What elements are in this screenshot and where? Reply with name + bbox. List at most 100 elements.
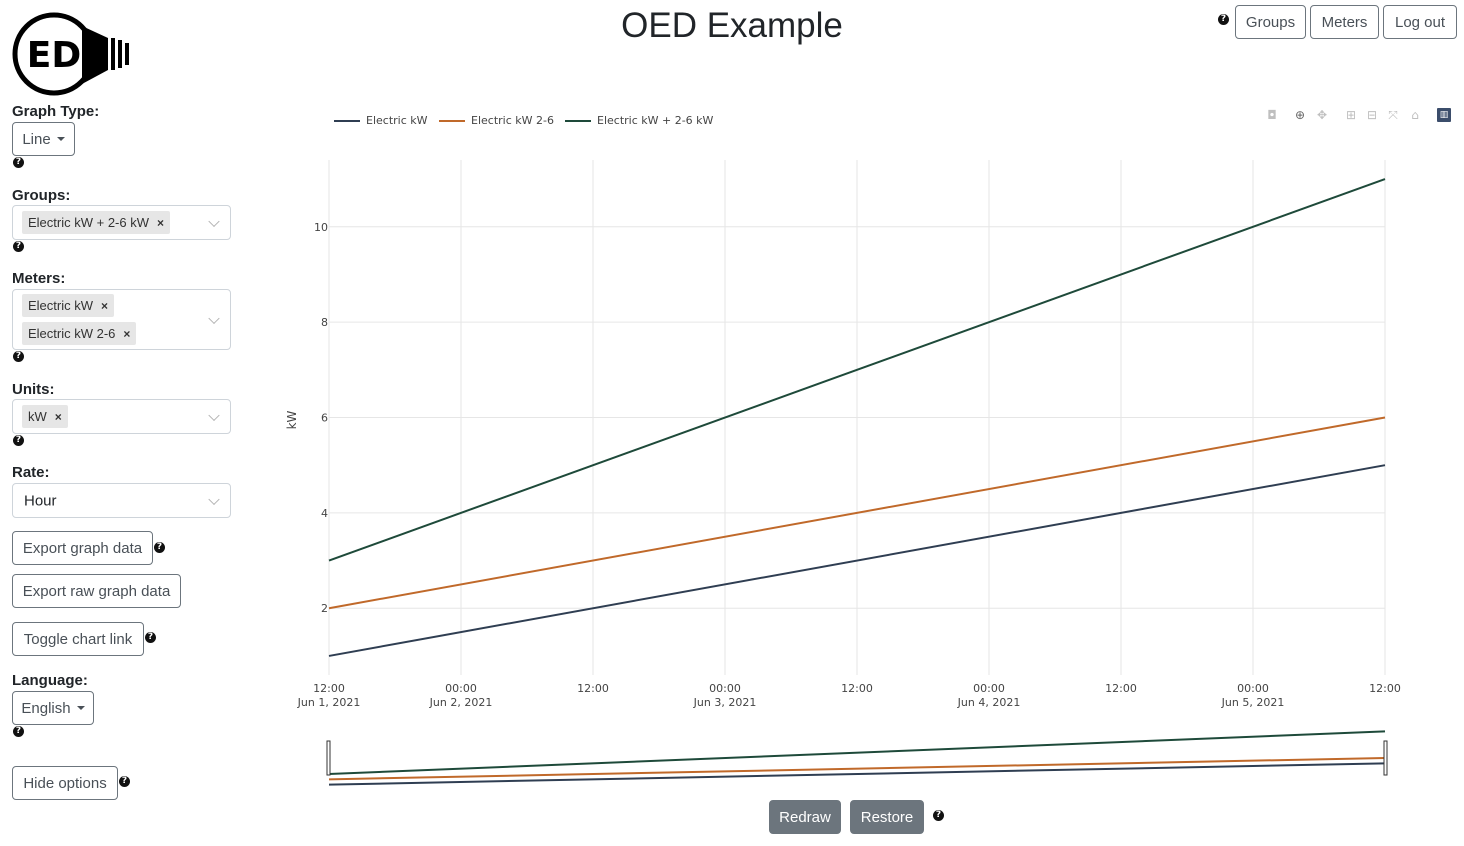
language-label: Language: xyxy=(12,672,88,689)
logo-text: ED xyxy=(27,35,81,76)
legend-label: Electric kW xyxy=(366,114,428,127)
x-tick-label: 00:00 xyxy=(973,682,1005,695)
groups-help-icon[interactable]: ? xyxy=(13,241,24,252)
graph-type-help-icon[interactable]: ? xyxy=(13,157,24,168)
groups-nav-button[interactable]: Groups xyxy=(1235,5,1306,39)
autoscale-icon[interactable]: ⤧ xyxy=(1388,108,1398,122)
x-tick-label: 12:00 xyxy=(1369,682,1401,695)
oed-logo: ED xyxy=(12,12,129,96)
x-tick-date-label: Jun 5, 2021 xyxy=(1221,696,1285,709)
meter-chip-label: Electric kW 2-6 xyxy=(28,326,116,341)
remove-chip-icon[interactable]: × xyxy=(101,298,109,313)
legend-swatch xyxy=(334,119,360,122)
caret-down-icon xyxy=(76,706,85,710)
units-select[interactable]: kW × xyxy=(12,399,231,434)
x-tick-label: 12:00 xyxy=(841,682,873,695)
language-dropdown[interactable]: English xyxy=(12,691,94,725)
y-tick-label: 6 xyxy=(321,412,328,425)
logout-button[interactable]: Log out xyxy=(1383,5,1457,39)
range-slider-line xyxy=(328,762,1386,786)
x-tick-label: 12:00 xyxy=(577,682,609,695)
series-line xyxy=(328,178,1386,562)
meters-help-icon[interactable]: ? xyxy=(13,351,24,362)
page-title: OED Example xyxy=(621,6,843,45)
pan-icon[interactable]: ✥ xyxy=(1316,108,1328,122)
groups-select[interactable]: Electric kW + 2-6 kW × xyxy=(12,205,231,240)
legend-item[interactable]: Electric kW xyxy=(334,114,428,127)
hide-options-button[interactable]: Hide options xyxy=(12,766,118,800)
y-axis-label: kW xyxy=(285,410,299,429)
zoom-in-icon[interactable]: ⊞ xyxy=(1345,108,1357,122)
legend-swatch xyxy=(565,119,591,122)
groups-label: Groups: xyxy=(12,187,71,204)
remove-chip-icon[interactable]: × xyxy=(157,215,165,230)
language-value: English xyxy=(21,699,71,717)
redraw-button[interactable]: Redraw xyxy=(769,800,841,834)
range-slider[interactable] xyxy=(326,730,1388,786)
x-tick-date-label: Jun 4, 2021 xyxy=(957,696,1021,709)
meter-chip: Electric kW × xyxy=(22,294,115,317)
export-graph-data-button[interactable]: Export graph data xyxy=(12,531,153,565)
y-tick-label: 10 xyxy=(314,221,328,234)
legend-swatch xyxy=(439,119,465,122)
group-chip: Electric kW + 2-6 kW × xyxy=(22,211,171,234)
toggle-chart-link-button[interactable]: Toggle chart link xyxy=(12,622,144,656)
plotly-logo-icon[interactable]: ▥ xyxy=(1437,108,1451,122)
rate-label: Rate: xyxy=(12,464,50,481)
meter-chip-label: Electric kW xyxy=(28,298,93,313)
graph-type-label: Graph Type: xyxy=(12,103,100,120)
zoom-out-icon[interactable]: ⊟ xyxy=(1366,108,1378,122)
x-tick-label: 00:00 xyxy=(709,682,741,695)
units-label: Units: xyxy=(12,381,55,398)
units-help-icon[interactable]: ? xyxy=(13,435,24,446)
rate-value: Hour xyxy=(24,492,57,509)
x-tick-date-label: Jun 2, 2021 xyxy=(429,696,493,709)
restore-button[interactable]: Restore xyxy=(850,800,924,834)
grid xyxy=(328,160,1386,675)
caret-down-icon xyxy=(56,137,65,141)
x-tick-label: 12:00 xyxy=(1105,682,1137,695)
remove-chip-icon[interactable]: × xyxy=(123,326,131,341)
camera-icon[interactable]: ◘ xyxy=(1267,108,1277,122)
nav-help-icon[interactable]: ? xyxy=(1218,14,1229,25)
rate-select[interactable]: Hour xyxy=(12,483,231,518)
legend-item[interactable]: Electric kW + 2-6 kW xyxy=(565,114,713,127)
chart-controls-help-icon[interactable]: ? xyxy=(933,810,944,821)
meters-nav-button[interactable]: Meters xyxy=(1310,5,1379,39)
export-help-icon[interactable]: ? xyxy=(154,542,165,553)
language-help-icon[interactable]: ? xyxy=(13,726,24,737)
legend-label: Electric kW + 2-6 kW xyxy=(597,114,714,127)
meters-select[interactable]: Electric kW × Electric kW 2-6 × xyxy=(12,289,231,350)
y-tick-label: 4 xyxy=(321,507,328,520)
legend-item[interactable]: Electric kW 2-6 xyxy=(439,114,554,127)
meters-label: Meters: xyxy=(12,270,66,287)
graph-type-value: Line xyxy=(22,130,51,148)
remove-chip-icon[interactable]: × xyxy=(54,409,62,424)
series-line xyxy=(328,416,1386,610)
y-tick-label: 8 xyxy=(321,316,328,329)
y-tick-label: 2 xyxy=(321,602,328,615)
range-handle-left xyxy=(326,740,331,776)
range-slider-line xyxy=(328,730,1386,775)
chart-link-help-icon[interactable]: ? xyxy=(145,632,156,643)
graph-type-dropdown[interactable]: Line xyxy=(12,122,75,156)
hide-options-help-icon[interactable]: ? xyxy=(119,776,130,787)
unit-chip: kW × xyxy=(22,405,68,428)
series-lines xyxy=(328,178,1386,657)
unit-chip-label: kW xyxy=(28,409,47,424)
x-tick-label: 00:00 xyxy=(445,682,477,695)
x-tick-date-label: Jun 3, 2021 xyxy=(693,696,757,709)
series-line xyxy=(328,464,1386,657)
export-raw-graph-data-button[interactable]: Export raw graph data xyxy=(12,574,181,608)
x-tick-label: 12:00 xyxy=(313,682,345,695)
x-tick-date-label: Jun 1, 2021 xyxy=(297,696,361,709)
range-handle-right xyxy=(1383,740,1388,776)
group-chip-label: Electric kW + 2-6 kW xyxy=(28,215,149,230)
legend-label: Electric kW 2-6 xyxy=(471,114,554,127)
x-tick-label: 00:00 xyxy=(1237,682,1269,695)
range-slider-line xyxy=(328,757,1386,781)
home-icon[interactable]: ⌂ xyxy=(1411,108,1419,122)
zoom-icon[interactable]: ⊕ xyxy=(1294,108,1306,122)
